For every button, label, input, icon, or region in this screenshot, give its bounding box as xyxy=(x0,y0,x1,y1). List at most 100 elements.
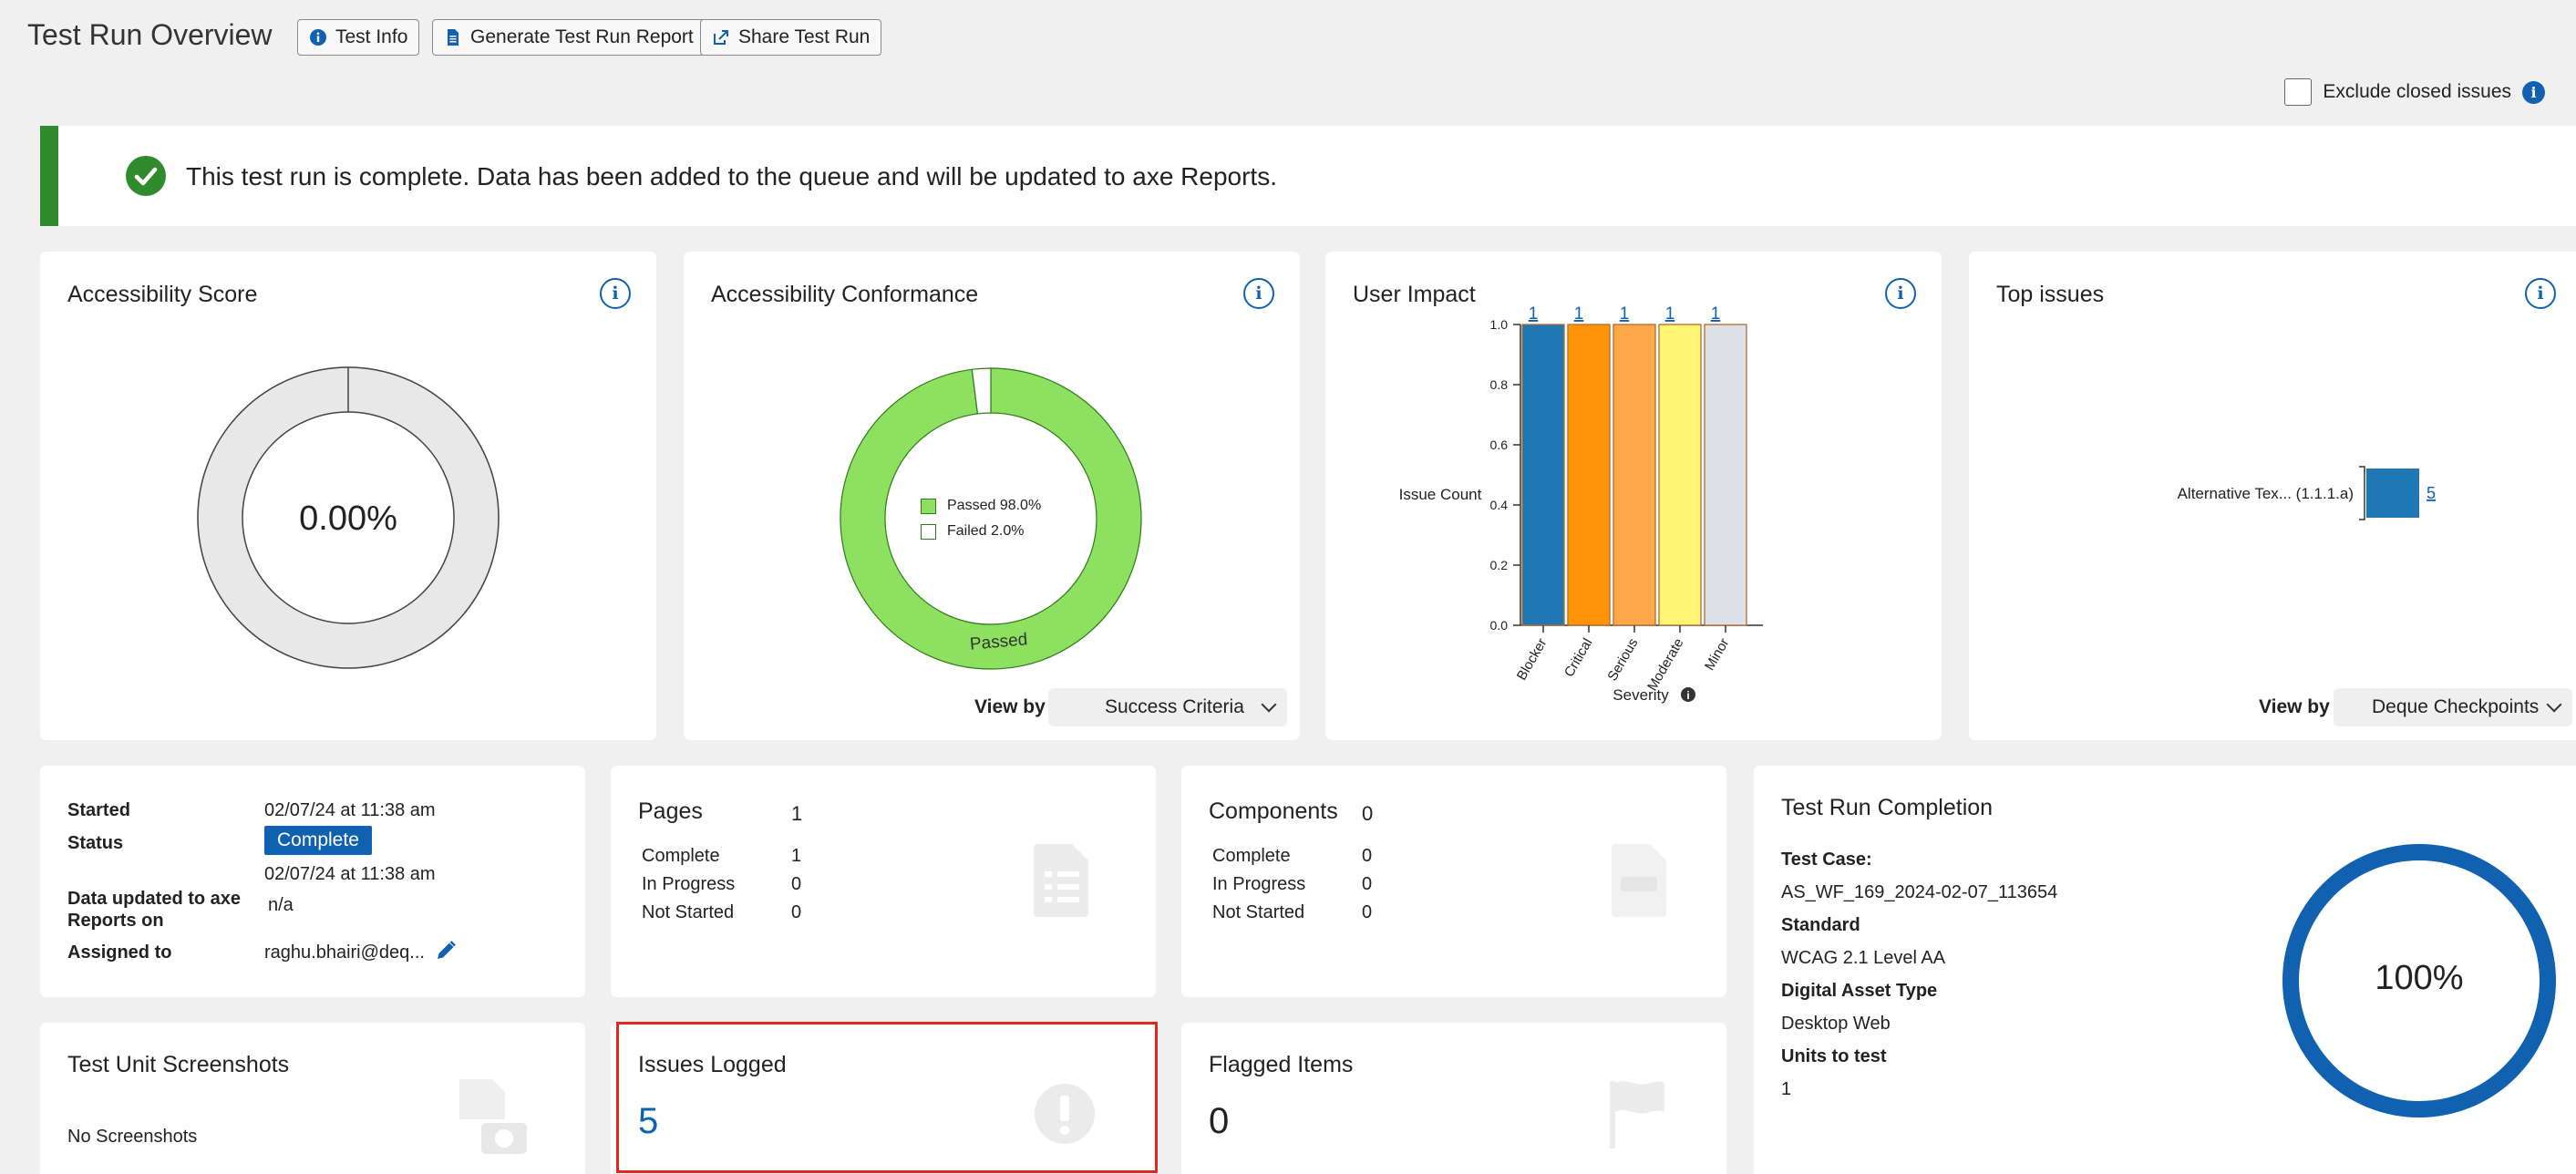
info-icon[interactable]: i xyxy=(1885,278,1916,309)
exclamation-icon xyxy=(1035,1084,1095,1144)
severity-info-glyph: i xyxy=(1686,689,1689,702)
legend-failed: Failed 2.0% xyxy=(947,523,1025,539)
assigned-value: raghu.bhairi@deq... xyxy=(264,942,425,963)
card-title: Accessibility Conformance xyxy=(711,282,979,307)
completion-percent: 100% xyxy=(2375,959,2464,997)
legend-swatch-failed xyxy=(921,523,936,540)
test-info-label: Test Info xyxy=(335,26,408,47)
exclude-closed-issues-control[interactable]: Exclude closed issues i xyxy=(2284,78,2545,106)
status-badge: Complete xyxy=(264,826,372,855)
score-donut xyxy=(197,366,500,669)
test-info-button[interactable]: Test Info xyxy=(297,19,420,56)
accessibility-score-card: Accessibility Score i 0.00% xyxy=(40,252,656,740)
ring-progress xyxy=(2282,844,2556,1117)
pages-title: Pages xyxy=(638,798,703,824)
units-value: 1 xyxy=(1781,1079,1792,1099)
document-list-icon xyxy=(1034,844,1088,917)
units-label: Units to test xyxy=(1781,1046,1887,1066)
bar-data-label[interactable]: 1 xyxy=(1711,304,1721,324)
started-label: Started xyxy=(67,800,130,820)
standard-value: WCAG 2.1 Level AA xyxy=(1781,948,1946,968)
view-by-label: View by xyxy=(974,696,1046,717)
test-case-label: Test Case: xyxy=(1781,850,1872,870)
severity-info-icon[interactable] xyxy=(1681,687,1695,702)
generate-report-button[interactable]: Generate Test Run Report xyxy=(432,19,706,56)
pages-total: 1 xyxy=(791,802,803,825)
edit-pencil-icon[interactable] xyxy=(434,939,458,963)
top-issues-chart: Alternative Tex... (1.1.1.a) 5 xyxy=(2178,466,2436,520)
components-complete-value: 0 xyxy=(1362,846,1373,866)
pages-not-started-value: 0 xyxy=(791,902,802,922)
x-tick-label: Serious xyxy=(1604,636,1641,685)
components-in-progress-label: In Progress xyxy=(1212,874,1306,894)
view-by-value: Success Criteria xyxy=(1105,696,1244,717)
data-updated-date: 02/07/24 at 11:38 am xyxy=(264,864,436,884)
bar-data-label[interactable]: 1 xyxy=(1574,304,1584,324)
bar-data-label[interactable]: 1 xyxy=(1529,304,1539,324)
bar-minor[interactable] xyxy=(1704,324,1747,626)
document-icon xyxy=(448,29,459,46)
generate-report-label: Generate Test Run Report xyxy=(470,26,694,47)
issues-logged-card[interactable]: Issues Logged 5 xyxy=(611,1023,1156,1174)
pie-slice-failed xyxy=(971,367,992,415)
standard-label: Standard xyxy=(1781,915,1860,935)
view-by-select[interactable]: Deque Checkpoints xyxy=(2334,688,2572,726)
bar-blocker[interactable] xyxy=(1521,324,1565,626)
info-icon[interactable]: i xyxy=(2522,80,2545,104)
bar-critical[interactable] xyxy=(1567,324,1611,626)
pages-in-progress-label: In Progress xyxy=(642,874,736,894)
screenshot-camera-icon xyxy=(459,1079,527,1154)
exclude-closed-checkbox[interactable] xyxy=(2284,78,2313,106)
page-title: Test Run Overview xyxy=(27,18,273,51)
flagged-items-count[interactable]: 0 xyxy=(1209,1101,1230,1141)
conformance-donut xyxy=(840,367,1142,670)
pages-not-started-label: Not Started xyxy=(642,902,735,922)
top-issue-bar[interactable] xyxy=(2366,469,2419,518)
pages-in-progress-value: 0 xyxy=(791,874,802,894)
info-icon[interactable]: i xyxy=(2525,278,2556,309)
view-by-select[interactable]: Success Criteria xyxy=(1048,688,1287,726)
chevron-down-icon xyxy=(1261,696,1277,713)
components-complete-label: Complete xyxy=(1212,846,1291,866)
legend-swatch-passed xyxy=(921,498,936,514)
pie-slice-passed xyxy=(840,367,1142,670)
asset-type-label: Digital Asset Type xyxy=(1781,981,1938,1001)
issues-logged-count[interactable]: 5 xyxy=(638,1101,659,1141)
bar-moderate[interactable] xyxy=(1658,324,1702,626)
test-run-completion-card: Test Run Completion Test Case: AS_WF_169… xyxy=(1754,766,2576,1174)
share-test-run-label: Share Test Run xyxy=(738,26,871,47)
x-tick-label: Blocker xyxy=(1514,636,1551,684)
card-title: Accessibility Score xyxy=(67,282,258,307)
component-document-icon xyxy=(1612,844,1666,917)
conformance-legend: Passed 98.0% Failed 2.0% xyxy=(921,498,1041,540)
bar-data-label[interactable]: 1 xyxy=(1620,304,1630,324)
info-icon[interactable]: i xyxy=(1243,278,1274,309)
flagged-items-card: Flagged Items 0 xyxy=(1181,1023,1726,1174)
check-circle-icon xyxy=(126,156,166,196)
card-title: Top issues xyxy=(1996,282,2105,307)
view-by-value: Deque Checkpoints xyxy=(2372,696,2540,717)
bar-data-label[interactable]: 1 xyxy=(1665,304,1675,324)
info-icon[interactable]: i xyxy=(600,278,631,309)
x-tick-label: Critical xyxy=(1561,636,1596,680)
issues-highlight-box xyxy=(616,1022,1158,1173)
user-impact-card: User Impact i 0.0 0.2 0.4 0.6 0.8 1.0 Issue Co… xyxy=(1325,252,1942,740)
bar-serious[interactable] xyxy=(1613,324,1656,626)
components-not-started-label: Not Started xyxy=(1212,902,1305,922)
y-tick-label: 0.4 xyxy=(1490,498,1509,512)
started-value: 02/07/24 at 11:38 am xyxy=(264,800,436,820)
y-axis-label: Issue Count xyxy=(1399,486,1482,503)
share-test-run-button[interactable]: Share Test Run xyxy=(700,19,882,56)
top-issue-count[interactable]: 5 xyxy=(2427,484,2436,502)
data-updated-value: n/a xyxy=(268,895,294,915)
card-title: User Impact xyxy=(1353,282,1476,307)
x-tick-label: Moderate xyxy=(1644,636,1686,694)
test-case-value: AS_WF_169_2024-02-07_113654 xyxy=(1781,882,2058,902)
test-unit-screenshots-card: Test Unit Screenshots No Screenshots xyxy=(40,1023,585,1174)
y-tick-label: 0.8 xyxy=(1490,377,1509,392)
share-icon xyxy=(714,30,728,45)
top-issues-card: Top issues i Alternative Tex... (1.1.1.a… xyxy=(1969,252,2576,740)
card-title: Issues Logged xyxy=(638,1052,787,1077)
y-axis xyxy=(2359,466,2365,520)
view-by-label: View by xyxy=(2259,696,2330,717)
